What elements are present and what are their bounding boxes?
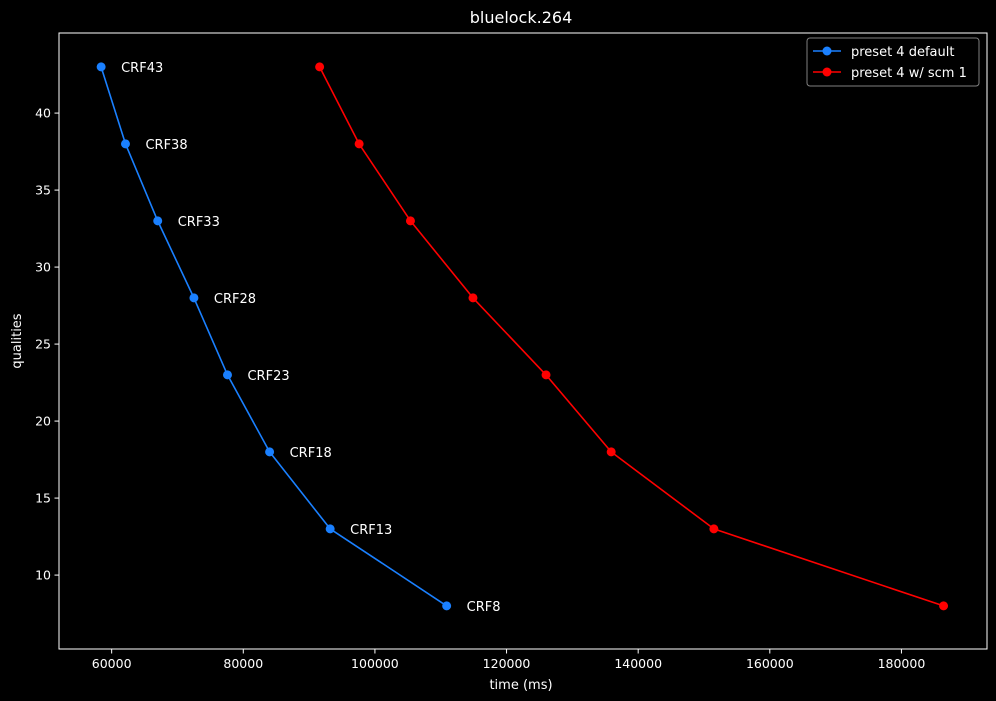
x-tick-label: 80000 bbox=[223, 656, 263, 671]
x-tick-label: 180000 bbox=[878, 656, 926, 671]
data-point bbox=[120, 139, 130, 149]
y-tick-label: 10 bbox=[35, 568, 51, 583]
data-point bbox=[153, 216, 163, 226]
legend: preset 4 default preset 4 w/ scm 1 bbox=[806, 37, 980, 87]
point-label: CRF23 bbox=[247, 369, 289, 384]
y-tick-label: 15 bbox=[35, 491, 51, 506]
series-line-0 bbox=[100, 66, 448, 607]
point-label: CRF28 bbox=[214, 292, 256, 307]
x-axis-label: time (ms) bbox=[489, 678, 552, 693]
y-tick-label: 40 bbox=[35, 106, 51, 121]
data-point bbox=[96, 62, 106, 72]
legend-marker-1 bbox=[822, 67, 832, 77]
plot-area-frame bbox=[58, 32, 988, 650]
point-label: CRF43 bbox=[121, 61, 163, 76]
data-point bbox=[325, 524, 335, 534]
chart-title: bluelock.264 bbox=[470, 8, 573, 27]
legend-entry-0: preset 4 default bbox=[851, 45, 954, 60]
point-label: CRF13 bbox=[350, 523, 392, 538]
point-label: CRF18 bbox=[290, 446, 332, 461]
series-layer bbox=[96, 62, 949, 611]
x-tick-label: 160000 bbox=[746, 656, 794, 671]
x-tick-label: 100000 bbox=[351, 656, 399, 671]
axis-ticks: 60000 80000 100000 120000 140000 160000 180000… bbox=[35, 106, 925, 671]
x-tick-label: 60000 bbox=[92, 656, 132, 671]
y-tick-label: 30 bbox=[35, 260, 51, 275]
x-tick-label: 120000 bbox=[483, 656, 531, 671]
point-label: CRF38 bbox=[145, 138, 187, 153]
data-point bbox=[222, 370, 232, 380]
y-tick-label: 20 bbox=[35, 414, 51, 429]
legend-marker-0 bbox=[822, 46, 832, 56]
y-axis-label: qualities bbox=[10, 313, 25, 368]
data-point bbox=[315, 62, 325, 72]
y-tick-label: 35 bbox=[35, 183, 51, 198]
data-point bbox=[265, 447, 275, 457]
x-tick-label: 140000 bbox=[614, 656, 662, 671]
data-point bbox=[709, 524, 719, 534]
y-tick-label: 25 bbox=[35, 337, 51, 352]
data-point bbox=[405, 216, 415, 226]
data-point bbox=[189, 293, 199, 303]
legend-box bbox=[806, 37, 980, 87]
data-point bbox=[354, 139, 364, 149]
data-point bbox=[541, 370, 551, 380]
point-label: CRF8 bbox=[467, 600, 501, 615]
point-labels-layer: CRF43 CRF38 CRF33 CRF28 CRF23 CRF18 CRF13 CRF8 bbox=[121, 61, 500, 615]
data-point bbox=[442, 601, 452, 611]
data-point bbox=[939, 601, 949, 611]
point-label: CRF33 bbox=[178, 215, 220, 230]
legend-entry-1: preset 4 w/ scm 1 bbox=[851, 66, 967, 81]
series-line-1 bbox=[318, 66, 944, 607]
data-point bbox=[606, 447, 616, 457]
data-point bbox=[468, 293, 478, 303]
